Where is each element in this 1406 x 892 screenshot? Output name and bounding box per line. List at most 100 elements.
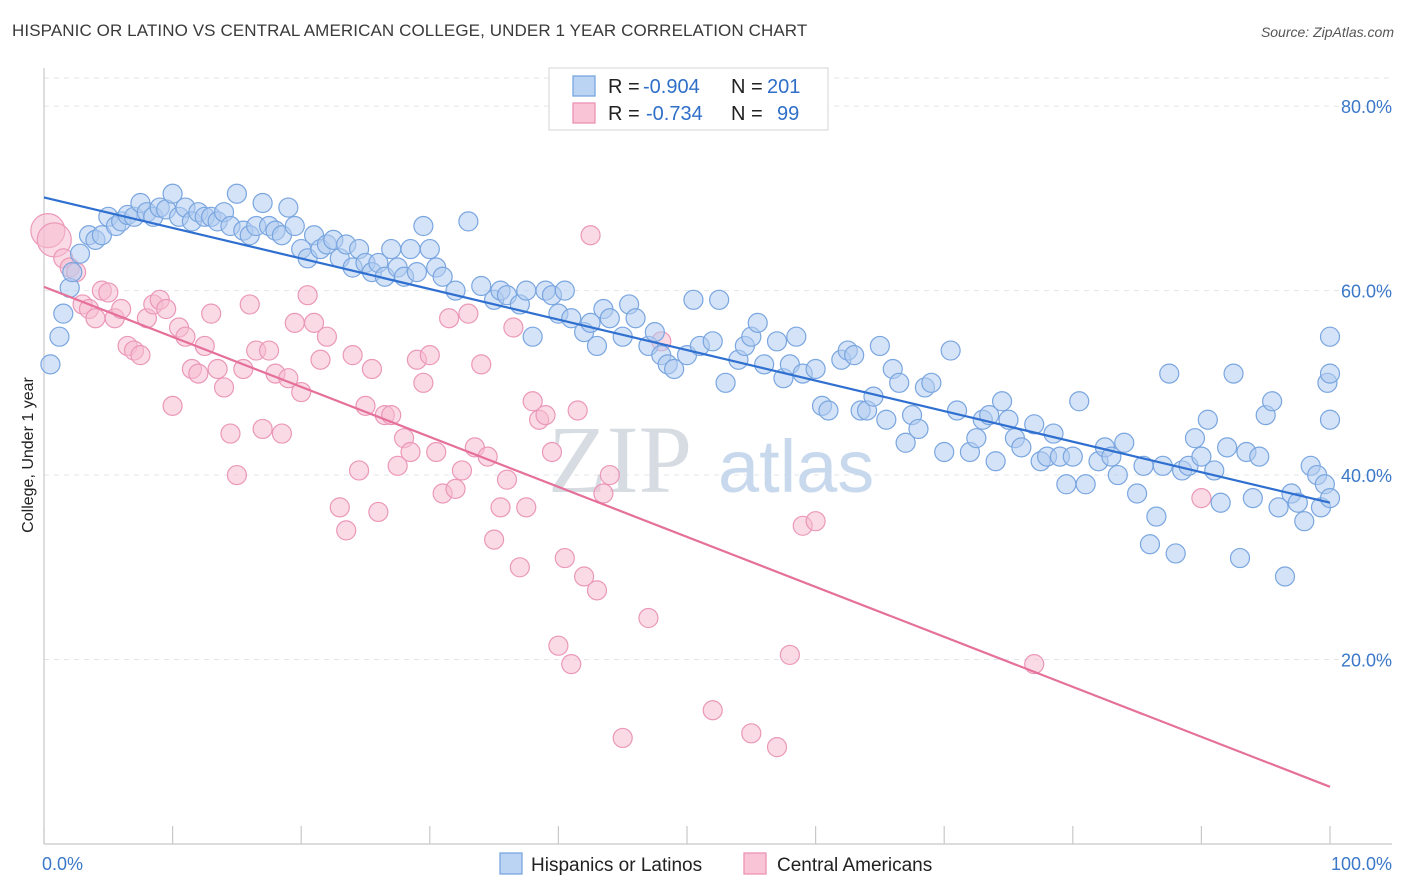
hispanic-point	[1319, 363, 1341, 384]
legend-n-label-2: N =	[731, 103, 763, 125]
hispanic-point	[940, 340, 961, 361]
central-american-point	[484, 529, 505, 550]
central-american-point	[503, 317, 524, 338]
legend-swatch-central	[572, 102, 596, 124]
central-american-point	[438, 308, 460, 329]
hispanic-point	[747, 312, 768, 333]
hispanic-point	[946, 400, 968, 421]
central-american-point	[156, 298, 177, 320]
x-tick-label: 100.0%	[1331, 854, 1392, 874]
hispanic-point	[554, 280, 575, 301]
watermark-atlas: atlas	[718, 425, 874, 508]
hispanic-point	[1146, 506, 1167, 527]
central-american-point	[541, 441, 563, 463]
legend-r-value-2: -0.734	[646, 103, 703, 125]
legend-n-label-1: N =	[731, 76, 763, 98]
central-american-point	[779, 644, 800, 666]
hispanic-point	[625, 308, 646, 329]
hispanic-point	[522, 326, 543, 347]
y-tick-label: 40.0%	[1341, 466, 1392, 486]
central-american-point	[303, 312, 325, 333]
hispanic-point	[226, 183, 247, 204]
hispanic-point	[49, 326, 70, 347]
central-american-point	[580, 225, 601, 246]
central-american-point	[419, 345, 440, 366]
x-tick-label: 0.0%	[42, 854, 83, 874]
central-american-point	[226, 464, 247, 486]
watermark-zip: ZIP	[548, 406, 692, 513]
axes	[43, 68, 1392, 845]
hispanic-point	[1159, 363, 1180, 384]
y-tick-label: 80.0%	[1341, 97, 1392, 117]
legend-swatch-hispanic	[572, 75, 596, 97]
y-tick-label: 60.0%	[1341, 282, 1392, 302]
hispanic-point	[162, 183, 183, 204]
hispanic-point	[516, 280, 537, 301]
central-american-point	[741, 723, 762, 744]
hispanic-point	[413, 215, 434, 237]
hispanic-point	[1217, 437, 1238, 458]
central-american-point	[535, 405, 556, 426]
central-american-point	[509, 557, 530, 578]
central-american-point	[342, 345, 363, 366]
hispanic-point	[1268, 497, 1289, 518]
hispanic-point	[709, 289, 730, 310]
central-american-point	[252, 418, 273, 440]
central-american-point	[400, 441, 421, 463]
central-american-point	[188, 363, 209, 384]
central-american-point	[348, 460, 370, 481]
hispanic-point	[1011, 437, 1032, 458]
hispanic-point	[844, 345, 865, 366]
bottom-legend-swatch-hispanic	[499, 852, 523, 875]
source-label: Source: ZipAtlas.com	[1260, 24, 1394, 40]
central-american-point	[85, 308, 106, 329]
central-american-point	[368, 501, 389, 523]
central-american-point	[638, 607, 659, 629]
hispanic-point	[1056, 474, 1077, 495]
bottom-legend-swatch-central	[743, 852, 767, 875]
hispanic-point	[683, 289, 704, 310]
hispanic-point	[1024, 414, 1045, 435]
legend-r-label-1: R =	[608, 76, 640, 98]
hispanic-point	[991, 391, 1013, 412]
hispanic-point	[1139, 534, 1161, 555]
central-american-point	[805, 511, 826, 532]
hispanic-point	[1197, 409, 1218, 430]
central-american-trend-line	[43, 285, 1331, 788]
stats-legend: R = -0.904 N = 201 R = -0.734 N = 99	[548, 67, 829, 131]
hispanic-point	[1319, 326, 1341, 347]
central-american-point	[239, 294, 260, 315]
hispanic-point	[1249, 446, 1270, 467]
central-american-point	[316, 326, 338, 347]
central-american-point	[451, 460, 473, 481]
central-american-point	[201, 303, 222, 324]
central-american-point	[213, 377, 235, 398]
central-american-point	[258, 340, 280, 361]
watermark: ZIP atlas	[548, 406, 874, 513]
central-american-point	[130, 345, 151, 366]
central-american-point	[516, 497, 537, 518]
central-american-point	[458, 303, 479, 324]
hispanic-point	[966, 428, 987, 449]
central-american-point	[271, 423, 293, 444]
bottom-legend-label-central: Central Americans	[777, 855, 932, 876]
central-american-point	[111, 298, 132, 320]
hispanic-point	[805, 358, 826, 380]
hispanic-point	[1069, 391, 1090, 412]
central-american-point	[599, 464, 620, 486]
hispanic-point	[786, 326, 807, 347]
hispanic-point	[934, 441, 955, 463]
hispanic-point	[381, 238, 402, 260]
hispanic-point	[432, 266, 453, 287]
central-american-point	[471, 354, 492, 375]
central-american-point	[496, 469, 518, 490]
hispanic-point	[91, 225, 112, 246]
hispanic-point	[869, 335, 891, 357]
central-american-point	[413, 372, 434, 393]
hispanic-point	[908, 418, 929, 440]
hispanic-point	[1287, 492, 1308, 513]
central-american-point	[522, 391, 543, 412]
central-american-point	[220, 423, 241, 444]
hispanic-point	[419, 238, 440, 260]
hispanic-point	[406, 262, 428, 283]
